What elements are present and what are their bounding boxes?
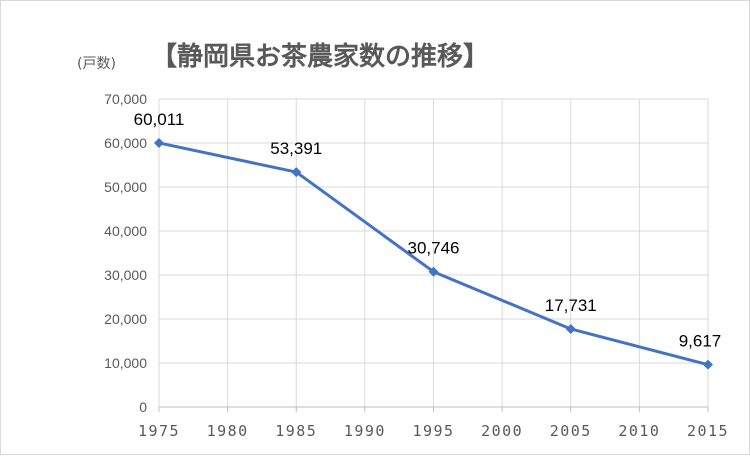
y-tick-label: 10,000 xyxy=(104,355,147,371)
x-tick-label: 2010 xyxy=(618,422,660,440)
y-tick-label: 40,000 xyxy=(104,223,147,239)
data-label: 30,746 xyxy=(408,239,460,258)
data-label: 60,011 xyxy=(134,110,185,129)
x-tick-label: 2005 xyxy=(550,422,592,440)
x-tick-label: 2015 xyxy=(687,422,729,440)
data-point-marker xyxy=(291,167,302,178)
data-label: 17,731 xyxy=(545,296,597,315)
x-tick-label: 1975 xyxy=(138,422,180,440)
y-tick-label: 50,000 xyxy=(104,179,147,195)
y-tick-label: 70,000 xyxy=(104,91,147,107)
y-tick-label: 0 xyxy=(139,399,147,415)
y-tick-label: 20,000 xyxy=(104,311,147,327)
data-point-marker xyxy=(428,266,439,277)
y-tick-label: 60,000 xyxy=(104,135,147,151)
data-point-marker xyxy=(703,359,713,370)
data-point-marker xyxy=(565,323,576,334)
x-tick-label: 1990 xyxy=(344,422,386,440)
axes: 1975 1980 1985 1990 1995 2000 2005 2010 2015 0 10,… xyxy=(104,91,729,440)
chart-title: 【静岡県お茶農家数の推移】 xyxy=(151,41,489,72)
unit-label: (戸数) xyxy=(77,56,116,72)
x-tick-label: 1995 xyxy=(412,422,454,440)
data-label: 53,391 xyxy=(270,139,322,158)
data-label: 9,617 xyxy=(679,332,722,351)
data-markers xyxy=(154,137,713,370)
x-tick-label: 1985 xyxy=(275,422,317,440)
x-tick-label: 2000 xyxy=(481,422,523,440)
data-labels: 60,011 53,391 30,746 17,731 9,617 xyxy=(134,110,722,351)
y-tick-label: 30,000 xyxy=(104,267,147,283)
data-point-marker xyxy=(154,137,164,148)
x-tick-label: 1980 xyxy=(207,422,249,440)
